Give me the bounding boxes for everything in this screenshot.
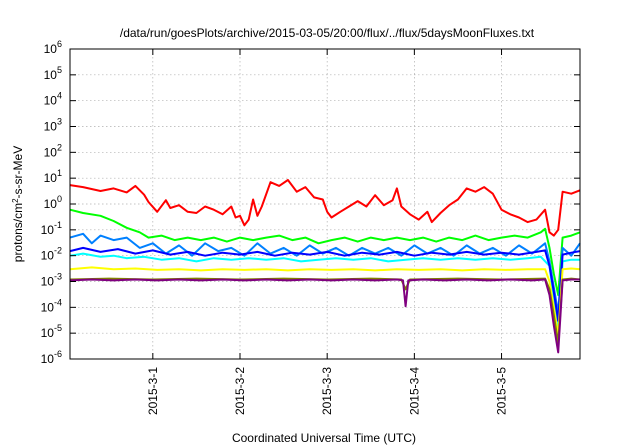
series-line-2: [69, 208, 581, 296]
x-axis-label: Coordinated Universal Time (UTC): [232, 431, 416, 445]
y-axis-ticks: 10-6 10-5 10-4 10-3 10-2 10-1 100 101 102 103 104 1…: [41, 39, 580, 366]
y-tick-label: 102: [44, 142, 62, 159]
x-tick-label: 2015-3-1: [146, 367, 160, 415]
y-tick-label: 10-4: [41, 297, 62, 314]
y-tick-label: 101: [44, 168, 62, 185]
chart-title: /data/run/goesPlots/archive/2015-03-05/2…: [120, 26, 535, 40]
series-line-8: [69, 278, 580, 354]
y-tick-label: 104: [44, 91, 62, 108]
x-tick-label: 2015-3-2: [233, 367, 247, 415]
x-tick-label: 2015-3-3: [320, 367, 334, 415]
y-tick-label: 100: [44, 194, 62, 211]
x-axis-ticks: 2015-3-1 2015-3-2 2015-3-3 2015-3-4 2015-3-5: [146, 49, 509, 415]
series-line-6: [69, 266, 581, 337]
y-tick-label: 10-5: [41, 323, 62, 340]
y-tick-label: 106: [44, 39, 62, 56]
x-tick-label: 2015-3-4: [407, 367, 421, 415]
y-tick-label: 10-6: [41, 349, 62, 366]
grid-lines: [70, 49, 580, 359]
y-tick-label: 10-1: [41, 220, 62, 237]
series-line-3: [69, 252, 580, 335]
x-tick-label: 2015-3-5: [495, 367, 509, 415]
y-tick-label: 10-3: [41, 272, 62, 289]
y-tick-label: 103: [44, 117, 62, 134]
series-line-1: [69, 179, 581, 237]
y-tick-label: 105: [44, 65, 62, 82]
series-line-4: [69, 232, 581, 315]
series-line-5: [69, 246, 581, 322]
y-axis-label: protons/cm2-s-sr-MeV: [11, 146, 26, 262]
y-tick-label: 10-2: [41, 246, 62, 263]
series-group: [69, 179, 581, 354]
series-line-7: [69, 277, 581, 345]
